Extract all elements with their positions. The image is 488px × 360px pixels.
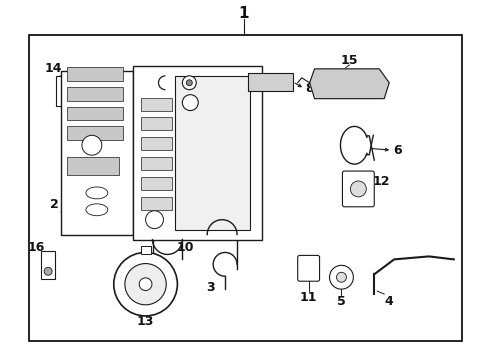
- FancyBboxPatch shape: [297, 255, 319, 281]
- Bar: [61, 71, 132, 235]
- Text: 11: 11: [299, 291, 317, 303]
- Bar: [29, 35, 461, 341]
- Bar: [141, 137, 172, 150]
- Bar: [141, 157, 172, 170]
- Circle shape: [82, 135, 102, 155]
- Circle shape: [145, 211, 163, 229]
- Text: 14: 14: [44, 62, 61, 75]
- FancyBboxPatch shape: [342, 171, 373, 207]
- Text: 10: 10: [176, 241, 194, 254]
- Circle shape: [336, 272, 346, 282]
- Bar: [67, 157, 119, 175]
- Text: 15: 15: [340, 54, 357, 67]
- Circle shape: [350, 181, 366, 197]
- Bar: [141, 197, 172, 210]
- Text: 13: 13: [137, 315, 154, 328]
- Bar: [247, 73, 292, 91]
- Text: 3: 3: [205, 281, 214, 294]
- Text: 8: 8: [305, 82, 313, 95]
- Bar: [67, 87, 122, 100]
- Circle shape: [114, 252, 177, 316]
- Circle shape: [44, 267, 52, 275]
- Ellipse shape: [86, 187, 107, 199]
- Text: 7: 7: [222, 76, 231, 89]
- Bar: [67, 126, 122, 140]
- Bar: [56, 76, 105, 105]
- Text: 16: 16: [27, 241, 45, 254]
- Bar: [141, 117, 172, 130]
- Bar: [175, 76, 249, 230]
- Circle shape: [139, 278, 152, 291]
- Text: 12: 12: [372, 175, 389, 189]
- Text: 4: 4: [384, 294, 393, 307]
- Ellipse shape: [86, 204, 107, 216]
- Text: 6: 6: [392, 144, 401, 157]
- Bar: [141, 247, 150, 255]
- Text: 1: 1: [238, 6, 249, 21]
- Bar: [132, 66, 262, 239]
- Bar: [141, 98, 172, 111]
- Circle shape: [182, 76, 196, 90]
- Bar: [67, 67, 122, 81]
- Circle shape: [124, 264, 166, 305]
- Circle shape: [186, 80, 192, 86]
- Bar: [141, 177, 172, 190]
- Text: 2: 2: [50, 198, 59, 211]
- Circle shape: [182, 95, 198, 111]
- Polygon shape: [309, 69, 388, 99]
- Text: 9: 9: [146, 96, 155, 109]
- Bar: [41, 251, 55, 279]
- Circle shape: [329, 265, 353, 289]
- Text: 5: 5: [336, 294, 345, 307]
- Bar: [67, 107, 122, 121]
